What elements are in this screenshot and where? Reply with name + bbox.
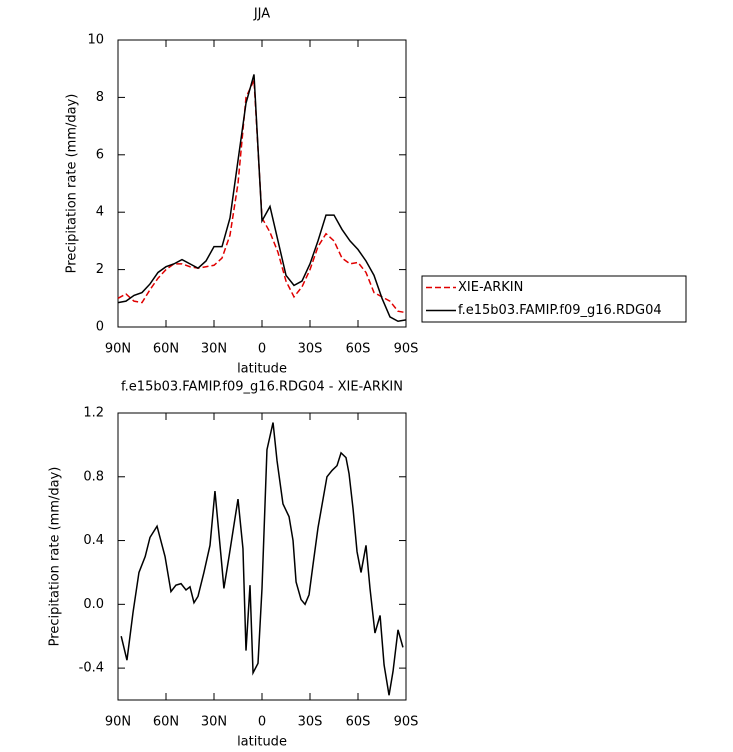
x-tick-label: 0 bbox=[258, 342, 266, 357]
chart-title: f.e15b03.FAMIP.f09_g16.RDG04 - XIE-ARKIN bbox=[121, 380, 403, 395]
y-tick-label: 0.0 bbox=[83, 597, 104, 612]
y-tick-label: 10 bbox=[87, 33, 104, 48]
y-tick-label: 0.8 bbox=[83, 469, 104, 484]
y-tick-label: 4 bbox=[96, 205, 104, 220]
x-tick-label: 60S bbox=[346, 342, 371, 357]
x-tick-label: 30N bbox=[201, 342, 227, 357]
x-tick-label: 0 bbox=[258, 715, 266, 730]
y-tick-label: -0.4 bbox=[79, 661, 104, 676]
data-line bbox=[120, 422, 404, 696]
y-tick-label: 1.2 bbox=[83, 406, 104, 421]
y-tick-label: 6 bbox=[96, 147, 104, 162]
y-tick-label: 0 bbox=[96, 320, 104, 335]
y-tick-label: 2 bbox=[96, 262, 104, 277]
legend-label: XIE-ARKIN bbox=[458, 280, 523, 295]
y-axis-label: Precipitation rate (mm/day) bbox=[48, 467, 63, 647]
x-tick-label: 30S bbox=[298, 715, 323, 730]
data-line bbox=[117, 79, 407, 314]
data-line bbox=[117, 74, 407, 323]
x-tick-label: 60N bbox=[153, 715, 179, 730]
x-tick-label: 60S bbox=[346, 715, 371, 730]
y-tick-label: 8 bbox=[96, 90, 104, 105]
x-tick-label: 60N bbox=[153, 342, 179, 357]
x-tick-label: 30N bbox=[201, 715, 227, 730]
legend-label: f.e15b03.FAMIP.f09_g16.RDG04 bbox=[458, 303, 662, 318]
x-tick-label: 90S bbox=[394, 342, 419, 357]
y-tick-label: 0.4 bbox=[83, 533, 104, 548]
x-axis-label: latitude bbox=[237, 735, 287, 750]
chart-title: JJA bbox=[253, 7, 270, 22]
y-axis-label: Precipitation rate (mm/day) bbox=[65, 94, 80, 274]
x-tick-label: 90N bbox=[105, 342, 131, 357]
x-axis-label: latitude bbox=[237, 362, 287, 377]
x-tick-label: 30S bbox=[298, 342, 323, 357]
x-tick-label: 90S bbox=[394, 715, 419, 730]
plot-frame bbox=[117, 412, 407, 701]
legend-frame bbox=[421, 275, 687, 323]
x-tick-label: 90N bbox=[105, 715, 131, 730]
plot-frame bbox=[117, 39, 407, 328]
